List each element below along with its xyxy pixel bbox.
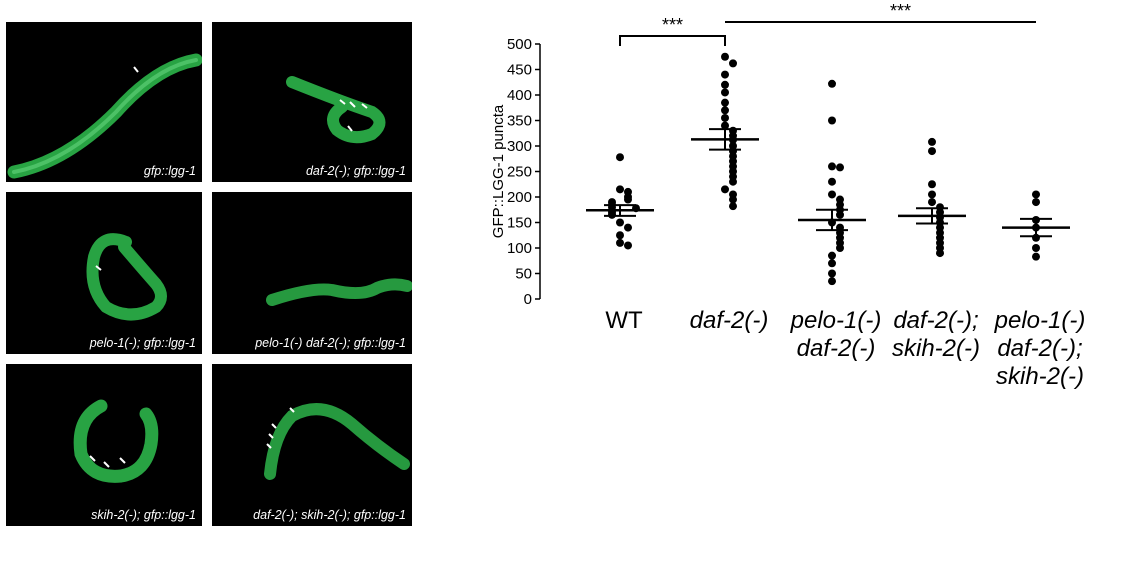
worm-image — [7, 53, 202, 179]
data-point — [616, 153, 624, 162]
data-point — [608, 210, 616, 219]
data-point — [828, 190, 836, 199]
data-point — [721, 113, 729, 122]
data-point — [721, 185, 729, 194]
y-tick-label: 100 — [507, 240, 532, 257]
data-point — [836, 210, 844, 219]
image-panel-1: gfp::lgg-1 — [6, 22, 202, 182]
y-tick-label: 500 — [507, 36, 532, 53]
x-category-label: daf-2(-) — [690, 307, 769, 334]
y-tick-label: 200 — [507, 189, 532, 206]
data-point — [1032, 244, 1040, 252]
worm-image — [266, 278, 412, 306]
data-point — [828, 116, 836, 125]
image-panel-2: daf-2(-); gfp::lgg-1 — [212, 22, 412, 182]
worm-image — [86, 233, 167, 321]
data-point — [936, 249, 944, 258]
data-point — [828, 269, 836, 278]
y-axis-label: GFP::LGG-1 puncta — [490, 104, 507, 238]
image-panel-4: pelo-1(-) daf-2(-); gfp::lgg-1 — [212, 192, 412, 354]
y-tick-label: 150 — [507, 215, 532, 232]
data-point — [729, 59, 737, 68]
data-point — [721, 80, 729, 89]
image-panel-6: daf-2(-); skih-2(-); gfp::lgg-1 — [212, 364, 412, 526]
x-category-label: pelo-1(-) — [994, 307, 1086, 334]
data-point — [729, 177, 737, 186]
x-category-label: daf-2(-); — [893, 307, 978, 334]
y-tick-label: 300 — [507, 138, 532, 155]
significance-label: *** — [890, 1, 911, 21]
data-point — [928, 137, 936, 146]
data-point — [721, 52, 729, 61]
x-category-label: daf-2(-); — [997, 335, 1082, 362]
data-point — [828, 277, 836, 286]
data-point — [1032, 198, 1040, 207]
panel-caption: daf-2(-); skih-2(-); gfp::lgg-1 — [253, 508, 406, 522]
data-point — [721, 106, 729, 115]
significance-bracket — [619, 35, 726, 46]
y-tick-label: 250 — [507, 164, 532, 181]
data-point — [1032, 190, 1040, 199]
x-category-label: skih-2(-) — [892, 335, 980, 362]
data-point — [616, 218, 624, 227]
y-tick-label: 450 — [507, 62, 532, 79]
x-category-label: pelo-1(-) — [790, 307, 882, 334]
y-tick-label: 0 — [524, 291, 532, 308]
data-point — [624, 241, 632, 250]
data-point — [828, 259, 836, 268]
data-point — [1032, 252, 1040, 261]
data-point — [928, 147, 936, 156]
arrow-marker — [133, 66, 139, 73]
data-point — [624, 223, 632, 232]
data-point — [928, 190, 936, 199]
y-tick-label: 350 — [507, 113, 532, 130]
panel-caption: skih-2(-); gfp::lgg-1 — [91, 508, 196, 522]
x-category-label: skih-2(-) — [996, 363, 1084, 390]
worm-image — [286, 76, 386, 144]
image-panel-5: skih-2(-); gfp::lgg-1 — [6, 364, 202, 526]
data-point — [928, 180, 936, 189]
x-category-label: WT — [605, 307, 643, 334]
data-point — [721, 98, 729, 107]
data-point — [828, 251, 836, 260]
data-point — [836, 244, 844, 252]
panel-caption: pelo-1(-) daf-2(-); gfp::lgg-1 — [255, 336, 406, 350]
data-point — [828, 162, 836, 171]
data-point — [729, 195, 737, 204]
worm-image — [264, 403, 410, 480]
data-point — [616, 238, 624, 247]
data-point — [616, 231, 624, 240]
data-point — [721, 70, 729, 79]
data-point — [721, 88, 729, 97]
data-point — [624, 195, 632, 204]
panel-caption: gfp::lgg-1 — [143, 164, 196, 178]
data-point — [836, 163, 844, 172]
data-point — [729, 202, 737, 211]
image-panel-3: pelo-1(-); gfp::lgg-1 — [6, 192, 202, 354]
data-point — [616, 185, 624, 194]
puncta-scatter-chart: 0 50 100 150 200 250 300 350 400 450 500GFP::LGG-1… — [490, 1, 1086, 390]
worm-image — [73, 399, 159, 483]
data-point — [828, 79, 836, 88]
y-tick-label: 50 — [515, 266, 532, 283]
data-point — [928, 198, 936, 207]
significance-label: *** — [662, 15, 683, 35]
data-point — [828, 177, 836, 186]
x-category-label: daf-2(-) — [797, 335, 876, 362]
panel-caption: daf-2(-); gfp::lgg-1 — [305, 164, 406, 178]
panel-caption: pelo-1(-); gfp::lgg-1 — [89, 336, 196, 350]
data-point — [721, 121, 729, 130]
y-tick-label: 400 — [507, 87, 532, 104]
